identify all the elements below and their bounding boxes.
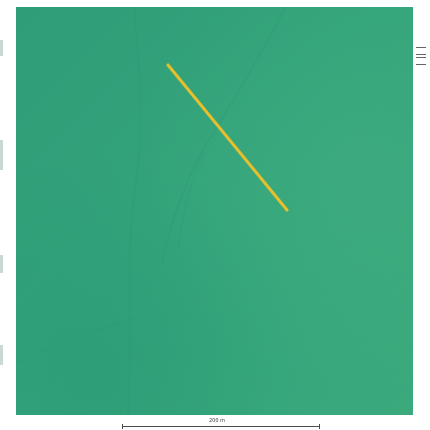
margin-fragment	[0, 140, 3, 170]
right-margin	[413, 0, 430, 430]
margin-fragment	[0, 40, 3, 56]
margin-label-fragment	[416, 47, 426, 55]
map-view[interactable]	[16, 7, 413, 415]
terrain-map[interactable]	[16, 7, 413, 415]
margin-label-fragment	[416, 57, 426, 65]
scale-tick-end	[319, 424, 320, 429]
margin-fragment	[0, 255, 3, 273]
left-margin	[0, 0, 16, 430]
terrain-ridge	[16, 317, 137, 364]
terrain-ridge	[126, 7, 142, 415]
scale-bar: 200 m	[122, 418, 320, 430]
margin-fragment	[0, 345, 3, 365]
terrain-ridge	[178, 151, 205, 249]
scale-line	[122, 426, 320, 427]
scale-tick-start	[122, 424, 123, 429]
terrain-ridge	[161, 7, 287, 265]
scale-label: 200 m	[209, 418, 226, 424]
terrain-ridge	[294, 226, 319, 338]
path-line[interactable]	[166, 63, 289, 212]
terrain-shade-upland	[16, 7, 413, 415]
terrain-ridge	[349, 110, 374, 322]
